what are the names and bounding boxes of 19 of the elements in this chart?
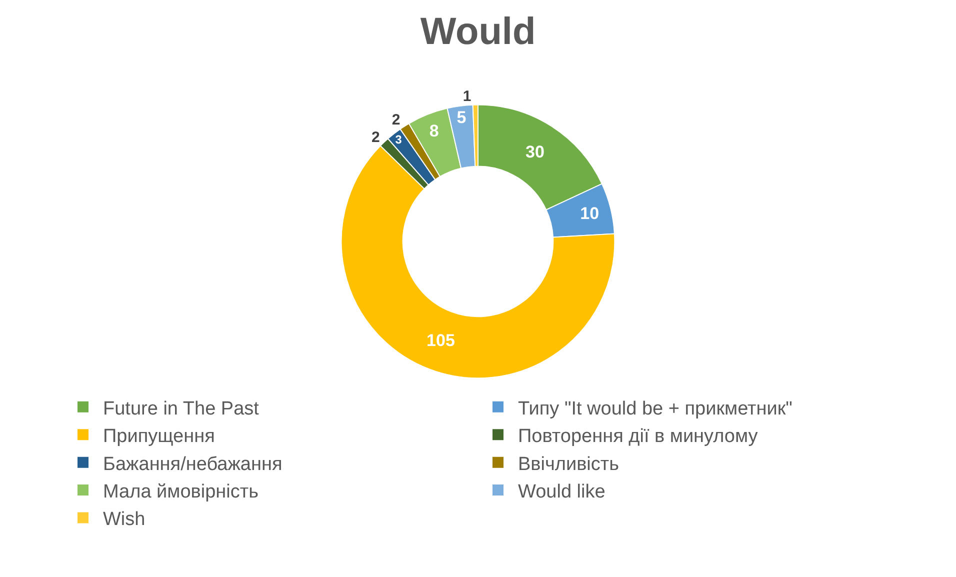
legend-label: Would like (518, 481, 606, 502)
legend-label: Wish (103, 509, 146, 530)
data-label: 2 (372, 129, 380, 146)
data-label: 10 (580, 204, 600, 223)
data-label: 105 (426, 331, 455, 350)
data-label: 1 (462, 88, 472, 105)
data-label: 2 (392, 112, 400, 129)
data-label: 5 (456, 108, 466, 128)
data-label: 8 (429, 122, 439, 141)
legend-label: Future in The Past (103, 398, 260, 420)
legend-label: Ввічливість (518, 454, 620, 475)
legend-label: Припущення (103, 426, 215, 448)
legend-label: Типу "It would be + прикметник" (518, 398, 792, 420)
legend-label: Бажання/небажання (103, 454, 282, 475)
legend-label: Повторення дії в минулому (518, 426, 758, 448)
data-label: 3 (395, 133, 402, 146)
chart-title: Would (420, 10, 536, 53)
legend-label: Мала ймовірність (103, 481, 259, 502)
data-label: 30 (526, 142, 544, 162)
